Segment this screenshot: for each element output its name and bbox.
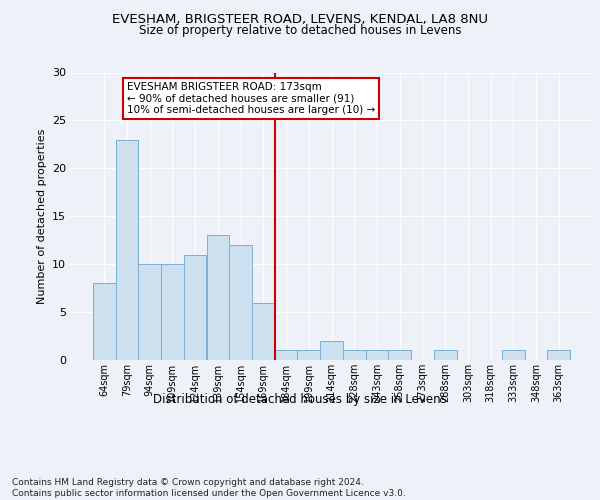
Bar (275, 350, 298, 360)
Bar (116, 140, 139, 360)
Bar (434, 350, 457, 360)
Bar (93, 284, 116, 360)
Bar (161, 264, 184, 360)
Bar (388, 350, 411, 360)
Text: Distribution of detached houses by size in Levens: Distribution of detached houses by size … (153, 392, 447, 406)
Bar (547, 350, 570, 360)
Text: Size of property relative to detached houses in Levens: Size of property relative to detached ho… (139, 24, 461, 37)
Bar (229, 245, 252, 360)
Y-axis label: Number of detached properties: Number of detached properties (37, 128, 47, 304)
Text: EVESHAM, BRIGSTEER ROAD, LEVENS, KENDAL, LA8 8NU: EVESHAM, BRIGSTEER ROAD, LEVENS, KENDAL,… (112, 12, 488, 26)
Bar (365, 350, 388, 360)
Bar (320, 341, 343, 360)
Text: Contains HM Land Registry data © Crown copyright and database right 2024.
Contai: Contains HM Land Registry data © Crown c… (12, 478, 406, 498)
Bar (343, 350, 365, 360)
Text: EVESHAM BRIGSTEER ROAD: 173sqm
← 90% of detached houses are smaller (91)
10% of : EVESHAM BRIGSTEER ROAD: 173sqm ← 90% of … (127, 82, 375, 116)
Bar (206, 236, 229, 360)
Bar (139, 264, 161, 360)
Bar (502, 350, 524, 360)
Bar (298, 350, 320, 360)
Bar (184, 254, 206, 360)
Bar (252, 302, 275, 360)
